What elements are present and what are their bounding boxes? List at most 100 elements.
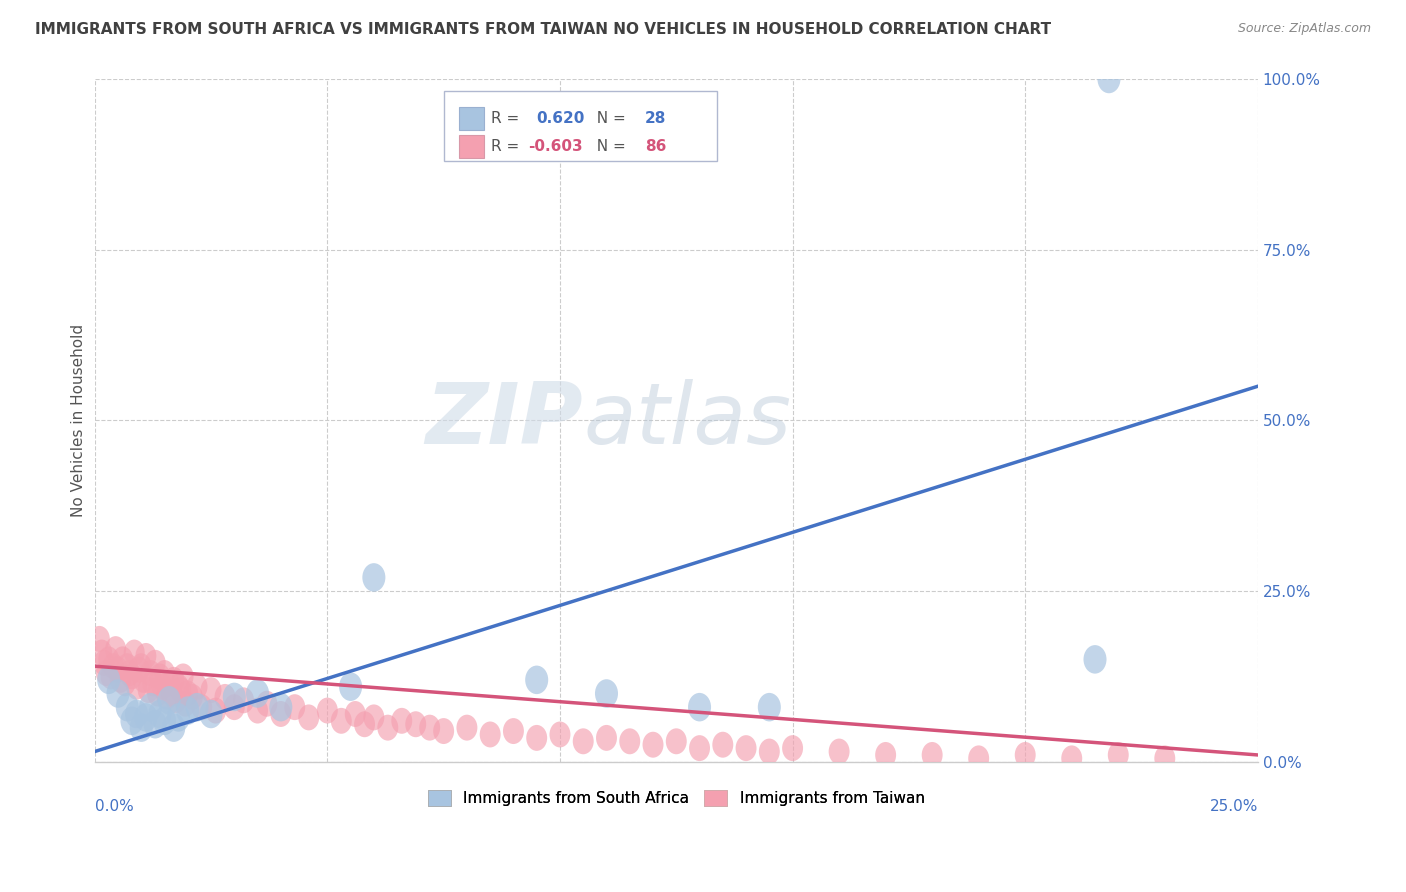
Ellipse shape bbox=[758, 693, 780, 722]
Ellipse shape bbox=[828, 739, 849, 764]
Ellipse shape bbox=[94, 649, 114, 676]
Ellipse shape bbox=[270, 701, 291, 727]
Ellipse shape bbox=[167, 673, 188, 699]
Ellipse shape bbox=[186, 693, 208, 722]
Ellipse shape bbox=[363, 705, 384, 731]
Ellipse shape bbox=[167, 703, 190, 731]
Ellipse shape bbox=[135, 703, 157, 731]
Ellipse shape bbox=[1108, 742, 1129, 768]
Ellipse shape bbox=[121, 664, 142, 690]
Ellipse shape bbox=[117, 653, 138, 679]
Ellipse shape bbox=[572, 729, 593, 755]
Text: ZIP: ZIP bbox=[426, 379, 583, 462]
Ellipse shape bbox=[666, 729, 686, 755]
Ellipse shape bbox=[141, 660, 162, 686]
Ellipse shape bbox=[284, 694, 305, 720]
Ellipse shape bbox=[138, 677, 159, 703]
Text: Source: ZipAtlas.com: Source: ZipAtlas.com bbox=[1237, 22, 1371, 36]
Ellipse shape bbox=[354, 711, 375, 737]
Ellipse shape bbox=[457, 714, 478, 740]
Ellipse shape bbox=[344, 701, 366, 727]
Ellipse shape bbox=[377, 714, 398, 740]
Text: 86: 86 bbox=[645, 138, 666, 153]
Ellipse shape bbox=[391, 708, 412, 734]
Ellipse shape bbox=[131, 653, 152, 679]
Ellipse shape bbox=[177, 681, 198, 706]
Ellipse shape bbox=[526, 725, 547, 751]
Ellipse shape bbox=[298, 705, 319, 731]
Ellipse shape bbox=[152, 673, 173, 699]
Ellipse shape bbox=[246, 679, 269, 707]
Ellipse shape bbox=[330, 708, 352, 734]
Ellipse shape bbox=[163, 667, 184, 693]
Ellipse shape bbox=[224, 694, 245, 720]
Text: R =: R = bbox=[491, 138, 524, 153]
Ellipse shape bbox=[1084, 645, 1107, 673]
Ellipse shape bbox=[162, 681, 181, 706]
Ellipse shape bbox=[115, 693, 139, 722]
Ellipse shape bbox=[157, 686, 180, 714]
Text: 0.0%: 0.0% bbox=[94, 799, 134, 814]
Ellipse shape bbox=[174, 690, 195, 716]
Ellipse shape bbox=[201, 677, 222, 703]
Ellipse shape bbox=[222, 682, 246, 711]
Ellipse shape bbox=[191, 694, 212, 720]
Ellipse shape bbox=[153, 706, 176, 735]
Ellipse shape bbox=[159, 670, 180, 697]
Ellipse shape bbox=[148, 699, 172, 728]
Ellipse shape bbox=[143, 710, 167, 739]
Ellipse shape bbox=[98, 647, 120, 673]
Ellipse shape bbox=[112, 647, 134, 673]
Ellipse shape bbox=[526, 665, 548, 694]
Text: -0.603: -0.603 bbox=[529, 138, 583, 153]
Text: atlas: atlas bbox=[583, 379, 792, 462]
Ellipse shape bbox=[176, 697, 200, 725]
Ellipse shape bbox=[107, 679, 129, 707]
Legend: Immigrants from South Africa, Immigrants from Taiwan: Immigrants from South Africa, Immigrants… bbox=[422, 784, 931, 813]
Ellipse shape bbox=[162, 714, 186, 742]
Text: 0.620: 0.620 bbox=[537, 112, 585, 126]
Ellipse shape bbox=[181, 684, 202, 710]
Ellipse shape bbox=[969, 746, 990, 772]
Ellipse shape bbox=[1015, 742, 1036, 768]
Ellipse shape bbox=[233, 688, 254, 714]
Ellipse shape bbox=[200, 699, 222, 728]
Text: R =: R = bbox=[491, 112, 529, 126]
Text: 25.0%: 25.0% bbox=[1209, 799, 1258, 814]
Ellipse shape bbox=[689, 735, 710, 761]
Ellipse shape bbox=[1062, 746, 1083, 772]
Ellipse shape bbox=[110, 667, 131, 693]
FancyBboxPatch shape bbox=[458, 135, 484, 158]
Ellipse shape bbox=[145, 649, 166, 676]
Ellipse shape bbox=[479, 722, 501, 747]
Ellipse shape bbox=[107, 657, 128, 682]
Ellipse shape bbox=[735, 735, 756, 761]
Ellipse shape bbox=[125, 699, 148, 728]
Ellipse shape bbox=[688, 693, 711, 722]
Ellipse shape bbox=[121, 706, 143, 735]
Ellipse shape bbox=[1098, 65, 1121, 94]
Ellipse shape bbox=[166, 688, 187, 714]
Ellipse shape bbox=[156, 684, 177, 710]
Ellipse shape bbox=[120, 660, 141, 686]
Ellipse shape bbox=[135, 643, 156, 669]
Ellipse shape bbox=[247, 698, 269, 723]
Ellipse shape bbox=[759, 739, 780, 764]
Ellipse shape bbox=[875, 742, 896, 768]
Ellipse shape bbox=[1154, 746, 1175, 772]
Ellipse shape bbox=[139, 693, 162, 722]
Ellipse shape bbox=[170, 677, 191, 703]
Ellipse shape bbox=[97, 665, 120, 694]
Ellipse shape bbox=[922, 742, 942, 768]
Ellipse shape bbox=[713, 731, 734, 757]
Ellipse shape bbox=[187, 673, 208, 699]
Ellipse shape bbox=[173, 664, 194, 690]
Ellipse shape bbox=[595, 679, 619, 707]
Ellipse shape bbox=[550, 722, 571, 747]
Ellipse shape bbox=[96, 660, 117, 686]
Ellipse shape bbox=[619, 729, 640, 755]
Text: N =: N = bbox=[586, 112, 630, 126]
Ellipse shape bbox=[405, 711, 426, 737]
Text: N =: N = bbox=[586, 138, 630, 153]
FancyBboxPatch shape bbox=[444, 91, 717, 161]
